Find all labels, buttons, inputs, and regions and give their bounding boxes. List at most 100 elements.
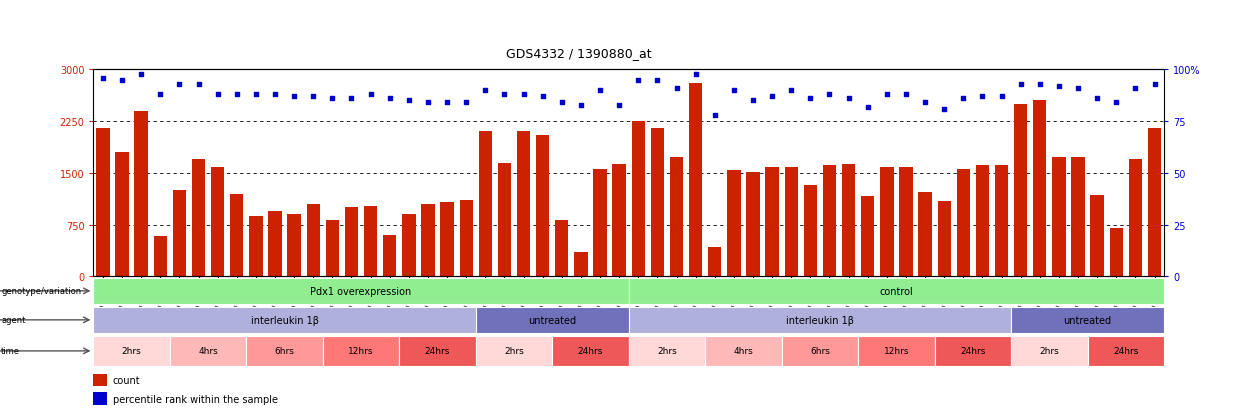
Bar bbox=[688, 84, 702, 277]
Point bbox=[954, 96, 974, 102]
Bar bbox=[459, 201, 473, 277]
Point bbox=[1125, 85, 1145, 92]
Point bbox=[934, 106, 954, 113]
Bar bbox=[782, 336, 858, 366]
Text: percentile rank within the sample: percentile rank within the sample bbox=[112, 394, 278, 404]
Bar bbox=[400, 336, 476, 366]
Bar bbox=[476, 336, 553, 366]
Point bbox=[437, 100, 457, 107]
Point bbox=[514, 92, 534, 98]
Text: 24hrs: 24hrs bbox=[425, 347, 451, 356]
Bar bbox=[629, 278, 1164, 304]
Bar bbox=[476, 307, 629, 333]
Point bbox=[1068, 85, 1088, 92]
Bar bbox=[629, 336, 705, 366]
Bar bbox=[153, 237, 167, 277]
Bar bbox=[1072, 158, 1084, 277]
Bar bbox=[345, 208, 359, 277]
Bar bbox=[766, 168, 779, 277]
Bar bbox=[1088, 336, 1164, 366]
Bar bbox=[862, 197, 874, 277]
Point bbox=[1087, 96, 1107, 102]
Text: genotype/variation: genotype/variation bbox=[1, 287, 81, 296]
Bar bbox=[705, 336, 782, 366]
Bar bbox=[613, 164, 626, 277]
Bar bbox=[727, 171, 741, 277]
Bar bbox=[210, 168, 224, 277]
Bar bbox=[116, 153, 128, 277]
Bar bbox=[956, 169, 970, 277]
Point bbox=[705, 112, 725, 119]
Bar bbox=[322, 336, 400, 366]
Bar bbox=[93, 392, 107, 405]
Point bbox=[227, 92, 247, 98]
Point bbox=[647, 77, 667, 84]
Point bbox=[915, 100, 935, 107]
Bar bbox=[629, 307, 1011, 333]
Bar bbox=[326, 220, 339, 277]
Point bbox=[762, 94, 782, 100]
Point bbox=[1050, 83, 1069, 90]
Text: count: count bbox=[112, 375, 141, 385]
Bar bbox=[364, 206, 377, 277]
Bar bbox=[804, 186, 817, 277]
Text: 2hrs: 2hrs bbox=[504, 347, 524, 356]
Point bbox=[1030, 81, 1050, 88]
Point bbox=[151, 92, 171, 98]
Bar bbox=[517, 132, 530, 277]
Text: interleukin 1β: interleukin 1β bbox=[250, 315, 319, 325]
Bar bbox=[858, 336, 935, 366]
Text: interleukin 1β: interleukin 1β bbox=[786, 315, 854, 325]
Bar bbox=[169, 336, 247, 366]
Text: 4hrs: 4hrs bbox=[198, 347, 218, 356]
Text: 12hrs: 12hrs bbox=[349, 347, 374, 356]
Bar bbox=[976, 166, 989, 277]
Bar bbox=[935, 336, 1011, 366]
Bar bbox=[1033, 101, 1047, 277]
Bar bbox=[478, 132, 492, 277]
Text: 2hrs: 2hrs bbox=[657, 347, 677, 356]
Bar bbox=[594, 169, 606, 277]
Bar bbox=[247, 336, 322, 366]
Bar bbox=[708, 248, 721, 277]
Point bbox=[188, 81, 208, 88]
Text: 2hrs: 2hrs bbox=[1040, 347, 1059, 356]
Bar bbox=[93, 278, 629, 304]
Point bbox=[782, 88, 802, 94]
Point bbox=[398, 98, 418, 104]
Point bbox=[476, 88, 496, 94]
Bar bbox=[96, 129, 110, 277]
Bar bbox=[899, 167, 913, 277]
Bar bbox=[1091, 195, 1104, 277]
Point bbox=[743, 98, 763, 104]
Point bbox=[533, 94, 553, 100]
Bar bbox=[288, 215, 301, 277]
Point bbox=[112, 77, 132, 84]
Point bbox=[341, 96, 361, 102]
Point bbox=[552, 100, 571, 107]
Bar bbox=[93, 336, 169, 366]
Bar bbox=[1109, 228, 1123, 277]
Bar bbox=[383, 235, 396, 277]
Point bbox=[169, 81, 189, 88]
Bar bbox=[269, 211, 281, 277]
Text: time: time bbox=[1, 347, 20, 356]
Text: 6hrs: 6hrs bbox=[810, 347, 830, 356]
Point bbox=[896, 92, 916, 98]
Bar bbox=[553, 336, 629, 366]
Point bbox=[322, 96, 342, 102]
Point bbox=[93, 75, 113, 82]
Text: GDS4332 / 1390880_at: GDS4332 / 1390880_at bbox=[507, 47, 651, 60]
Bar bbox=[249, 217, 263, 277]
Point bbox=[590, 88, 610, 94]
Bar bbox=[306, 204, 320, 277]
Point bbox=[666, 85, 686, 92]
Point bbox=[571, 102, 591, 109]
Bar bbox=[537, 135, 549, 277]
Bar bbox=[651, 129, 664, 277]
Point bbox=[131, 71, 151, 78]
Point bbox=[1144, 81, 1164, 88]
Text: agent: agent bbox=[1, 316, 26, 325]
Point bbox=[361, 92, 381, 98]
Bar bbox=[93, 374, 107, 386]
